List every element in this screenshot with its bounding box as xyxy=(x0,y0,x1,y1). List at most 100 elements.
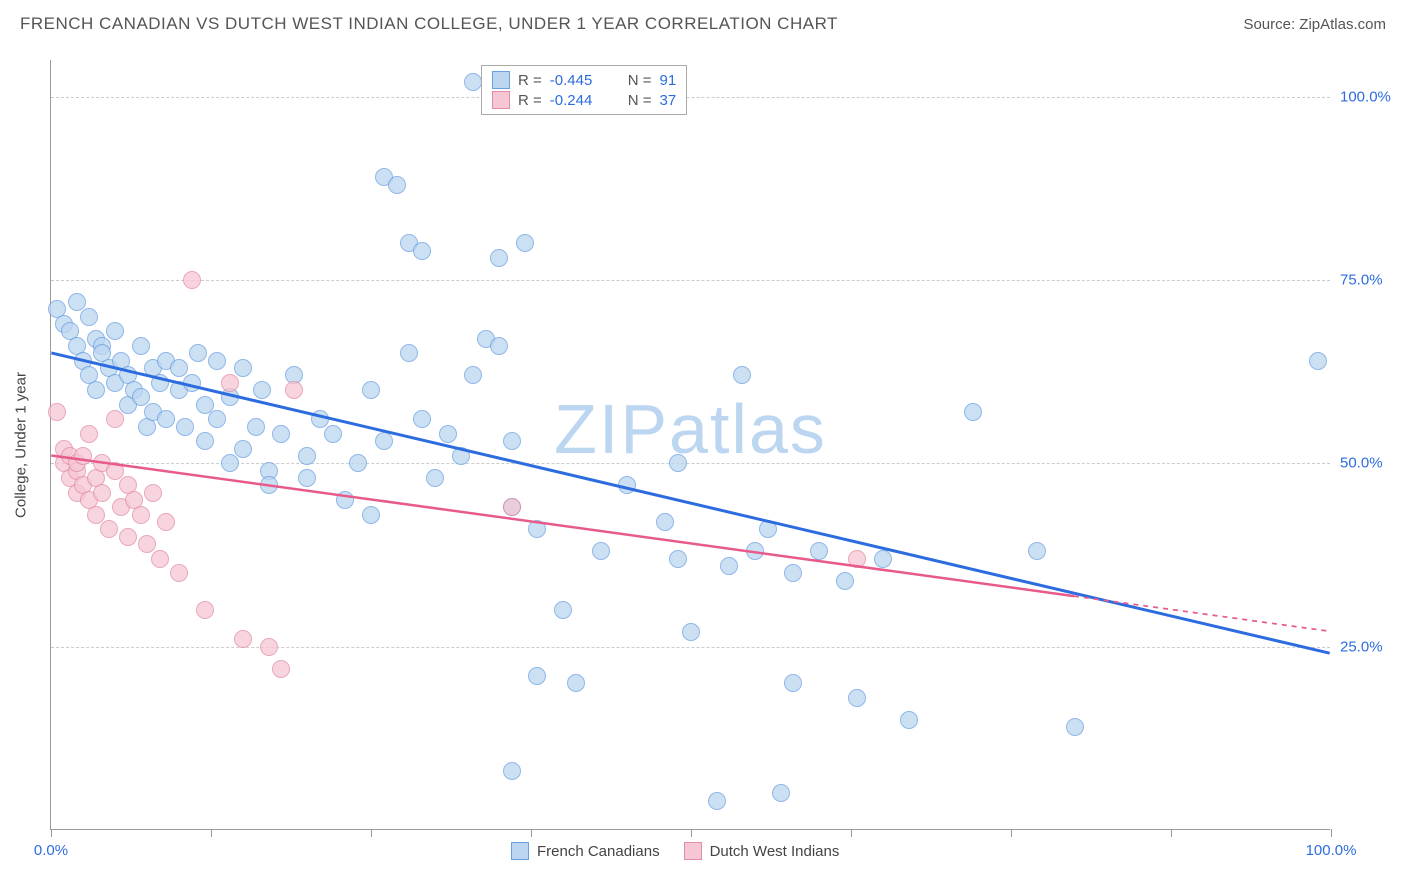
scatter-point xyxy=(87,506,105,524)
legend-swatch xyxy=(684,842,702,860)
scatter-point xyxy=(874,550,892,568)
x-tick xyxy=(211,829,212,837)
trend-line xyxy=(51,353,1329,653)
scatter-point xyxy=(528,667,546,685)
grid-line xyxy=(51,280,1330,281)
legend-r-value: -0.244 xyxy=(550,92,610,109)
x-tick xyxy=(51,829,52,837)
scatter-point xyxy=(592,542,610,560)
scatter-point xyxy=(170,359,188,377)
legend-swatch xyxy=(511,842,529,860)
scatter-point xyxy=(708,792,726,810)
legend-stats-row: R = -0.445 N = 91 xyxy=(492,70,676,90)
scatter-point xyxy=(138,535,156,553)
scatter-point xyxy=(106,410,124,428)
scatter-point xyxy=(151,550,169,568)
scatter-point xyxy=(464,73,482,91)
legend-series-label: French Canadians xyxy=(537,843,660,860)
grid-line xyxy=(51,97,1330,98)
scatter-point xyxy=(170,564,188,582)
scatter-point xyxy=(119,528,137,546)
y-tick-label: 50.0% xyxy=(1340,455,1400,472)
scatter-point xyxy=(93,484,111,502)
scatter-point xyxy=(196,432,214,450)
y-tick-label: 75.0% xyxy=(1340,272,1400,289)
scatter-point xyxy=(157,410,175,428)
scatter-point xyxy=(74,447,92,465)
scatter-point xyxy=(810,542,828,560)
scatter-point xyxy=(80,425,98,443)
scatter-point xyxy=(260,476,278,494)
scatter-point xyxy=(733,366,751,384)
scatter-point xyxy=(772,784,790,802)
y-tick-label: 25.0% xyxy=(1340,638,1400,655)
scatter-point xyxy=(208,352,226,370)
scatter-point xyxy=(490,249,508,267)
scatter-point xyxy=(183,374,201,392)
x-tick xyxy=(1011,829,1012,837)
scatter-point xyxy=(234,630,252,648)
scatter-point xyxy=(720,557,738,575)
legend-n-value: 37 xyxy=(660,92,677,109)
scatter-point xyxy=(682,623,700,641)
x-tick-label: 0.0% xyxy=(34,842,68,859)
legend-series-item: Dutch West Indians xyxy=(684,842,840,860)
legend-stats-row: R = -0.244N = 37 xyxy=(492,90,676,110)
legend-series: French Canadians Dutch West Indians xyxy=(511,842,839,860)
scatter-point xyxy=(503,498,521,516)
scatter-point xyxy=(554,601,572,619)
x-tick xyxy=(531,829,532,837)
scatter-point xyxy=(1066,718,1084,736)
scatter-point xyxy=(298,447,316,465)
scatter-point xyxy=(196,601,214,619)
scatter-point xyxy=(272,425,290,443)
scatter-point xyxy=(189,344,207,362)
scatter-point xyxy=(669,454,687,472)
scatter-point xyxy=(196,396,214,414)
scatter-point xyxy=(848,689,866,707)
scatter-point xyxy=(528,520,546,538)
x-tick xyxy=(371,829,372,837)
scatter-point xyxy=(362,506,380,524)
scatter-point xyxy=(272,660,290,678)
scatter-point xyxy=(221,454,239,472)
scatter-point xyxy=(132,388,150,406)
scatter-point xyxy=(362,381,380,399)
legend-r-value: -0.445 xyxy=(550,72,610,89)
scatter-point xyxy=(151,374,169,392)
scatter-point xyxy=(784,674,802,692)
scatter-point xyxy=(157,513,175,531)
scatter-point xyxy=(439,425,457,443)
scatter-point xyxy=(336,491,354,509)
legend-swatch xyxy=(492,91,510,109)
scatter-point xyxy=(426,469,444,487)
scatter-point xyxy=(746,542,764,560)
trend-line xyxy=(51,455,1074,596)
legend-r-label: R = xyxy=(518,72,542,89)
scatter-point xyxy=(349,454,367,472)
scatter-point xyxy=(490,337,508,355)
scatter-point xyxy=(298,469,316,487)
legend-swatch xyxy=(492,71,510,89)
scatter-point xyxy=(1028,542,1046,560)
scatter-point xyxy=(567,674,585,692)
legend-series-label: Dutch West Indians xyxy=(710,843,840,860)
scatter-point xyxy=(100,520,118,538)
scatter-point xyxy=(464,366,482,384)
scatter-point xyxy=(836,572,854,590)
scatter-point xyxy=(759,520,777,538)
scatter-point xyxy=(208,410,226,428)
x-tick xyxy=(851,829,852,837)
scatter-point xyxy=(260,638,278,656)
x-tick-label: 100.0% xyxy=(1306,842,1357,859)
scatter-point xyxy=(144,484,162,502)
x-tick xyxy=(1331,829,1332,837)
legend-stats: R = -0.445 N = 91R = -0.244N = 37 xyxy=(481,65,687,115)
scatter-point xyxy=(400,344,418,362)
legend-n-label: N = xyxy=(628,72,652,89)
legend-n-value: 91 xyxy=(660,72,677,89)
scatter-point xyxy=(247,418,265,436)
x-tick xyxy=(691,829,692,837)
scatter-point xyxy=(900,711,918,729)
legend-r-label: R = xyxy=(518,92,542,109)
